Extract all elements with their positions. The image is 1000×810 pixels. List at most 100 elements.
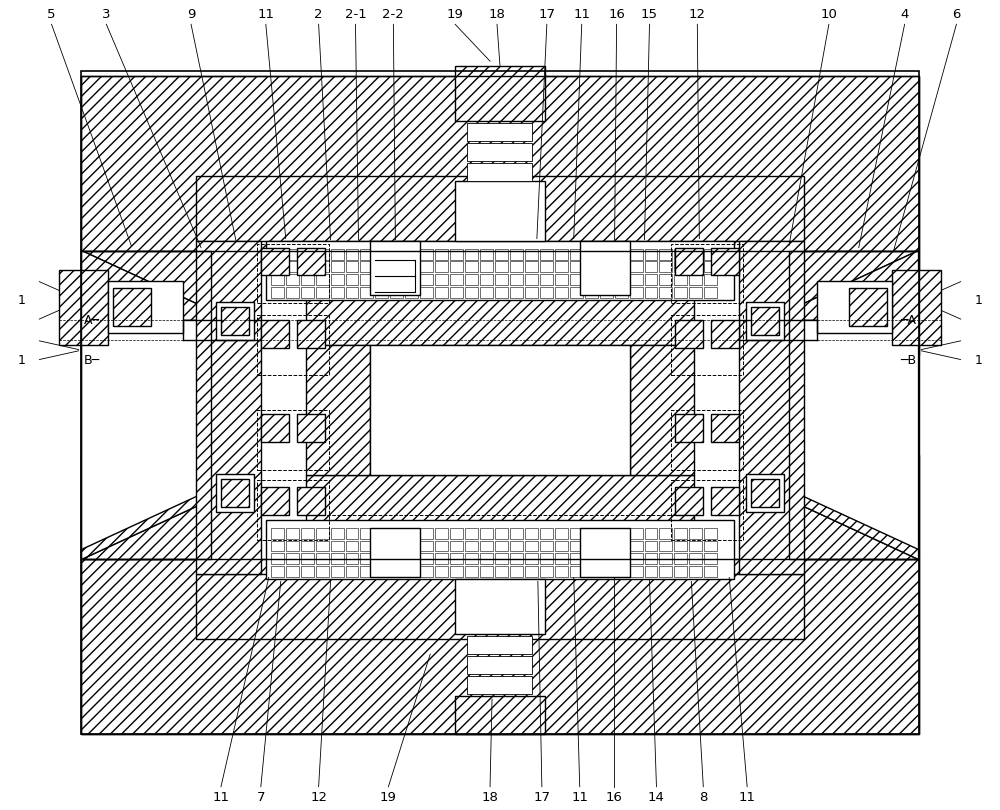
Text: 9: 9 — [187, 8, 195, 21]
Text: 16: 16 — [605, 791, 622, 804]
Bar — [405, 566, 418, 578]
Bar — [704, 527, 717, 539]
Bar — [746, 302, 784, 340]
Bar — [360, 527, 373, 539]
Bar — [261, 320, 289, 348]
Text: 17: 17 — [533, 791, 550, 804]
Bar — [671, 244, 743, 304]
Bar — [286, 262, 299, 272]
Bar — [271, 527, 284, 539]
Bar — [297, 487, 325, 514]
Text: 1: 1 — [974, 294, 982, 307]
Polygon shape — [81, 490, 211, 560]
Bar — [375, 553, 388, 565]
Bar — [495, 553, 508, 565]
Text: 6: 6 — [952, 8, 961, 21]
Bar — [331, 275, 344, 285]
Bar — [510, 275, 523, 285]
Bar — [675, 320, 703, 348]
Text: 5: 5 — [47, 8, 56, 21]
Bar — [645, 275, 657, 285]
Text: 2-2: 2-2 — [382, 8, 404, 21]
Bar — [375, 566, 388, 578]
Bar — [689, 553, 702, 565]
Bar — [580, 241, 630, 296]
Bar — [480, 262, 493, 272]
Bar — [674, 527, 687, 539]
Bar — [674, 275, 687, 285]
Bar — [570, 275, 583, 285]
Bar — [390, 262, 403, 272]
Bar — [316, 262, 329, 272]
Bar — [495, 288, 508, 298]
Bar — [674, 249, 687, 259]
Bar — [510, 566, 523, 578]
Bar — [301, 553, 314, 565]
Bar — [659, 540, 672, 552]
Bar — [435, 553, 448, 565]
Text: 17: 17 — [538, 8, 555, 21]
Bar — [675, 414, 703, 442]
Bar — [221, 307, 249, 335]
Bar — [600, 275, 613, 285]
Bar — [600, 566, 613, 578]
Bar — [455, 696, 545, 734]
Bar — [689, 540, 702, 552]
Bar — [645, 262, 657, 272]
Bar — [671, 410, 743, 470]
Bar — [615, 288, 628, 298]
Bar — [465, 262, 478, 272]
Bar — [331, 553, 344, 565]
Bar — [615, 249, 628, 259]
Bar — [600, 249, 613, 259]
Bar — [746, 474, 784, 512]
Bar — [316, 288, 329, 298]
Bar — [630, 553, 643, 565]
Bar — [375, 527, 388, 539]
Bar — [467, 636, 532, 654]
Bar — [420, 566, 433, 578]
Bar — [659, 553, 672, 565]
Bar — [346, 527, 358, 539]
Bar — [196, 241, 261, 574]
Bar — [555, 566, 568, 578]
Bar — [675, 487, 703, 514]
Bar — [467, 123, 532, 141]
Bar — [301, 566, 314, 578]
Bar — [301, 249, 314, 259]
Text: B─: B─ — [83, 354, 100, 367]
Bar — [306, 291, 694, 345]
Bar — [360, 262, 373, 272]
Bar — [271, 540, 284, 552]
Bar — [659, 262, 672, 272]
Bar — [331, 566, 344, 578]
Bar — [689, 262, 702, 272]
Bar — [600, 262, 613, 272]
Text: 16: 16 — [608, 8, 625, 21]
Bar — [525, 553, 538, 565]
Bar — [495, 249, 508, 259]
Text: 1: 1 — [974, 354, 982, 367]
Polygon shape — [789, 490, 919, 560]
Bar — [659, 275, 672, 285]
Bar — [435, 275, 448, 285]
Bar — [465, 540, 478, 552]
Bar — [196, 574, 804, 639]
Bar — [555, 275, 568, 285]
Bar — [271, 275, 284, 285]
Bar — [817, 281, 892, 333]
Text: 18: 18 — [482, 791, 498, 804]
Bar — [495, 566, 508, 578]
Bar — [346, 249, 358, 259]
Bar — [297, 248, 325, 275]
Bar — [659, 566, 672, 578]
Bar — [375, 249, 388, 259]
Bar — [301, 262, 314, 272]
Bar — [346, 540, 358, 552]
Bar — [789, 250, 919, 355]
Text: 19: 19 — [447, 8, 464, 21]
Bar — [570, 540, 583, 552]
Text: 2-1: 2-1 — [345, 8, 366, 21]
Text: 12: 12 — [310, 791, 327, 804]
Bar — [645, 288, 657, 298]
